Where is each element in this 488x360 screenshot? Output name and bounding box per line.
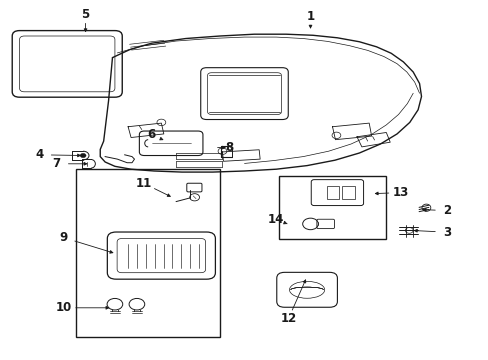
- Text: 5: 5: [81, 8, 89, 21]
- Text: 3: 3: [443, 226, 450, 239]
- Bar: [76, 169, 220, 337]
- Text: 14: 14: [267, 213, 284, 226]
- Text: 2: 2: [443, 204, 450, 217]
- Text: 12: 12: [280, 312, 296, 325]
- Text: 11: 11: [136, 177, 152, 190]
- Bar: [326, 186, 338, 199]
- Circle shape: [80, 153, 86, 158]
- Text: 8: 8: [225, 141, 233, 154]
- Text: 1: 1: [306, 10, 314, 23]
- Text: 13: 13: [392, 186, 408, 199]
- Bar: [342, 186, 354, 199]
- Text: 4: 4: [35, 148, 43, 161]
- Text: 6: 6: [147, 129, 155, 141]
- Text: 9: 9: [60, 231, 67, 244]
- Text: 7: 7: [52, 157, 60, 170]
- Text: 10: 10: [55, 301, 72, 314]
- Bar: [278, 176, 386, 239]
